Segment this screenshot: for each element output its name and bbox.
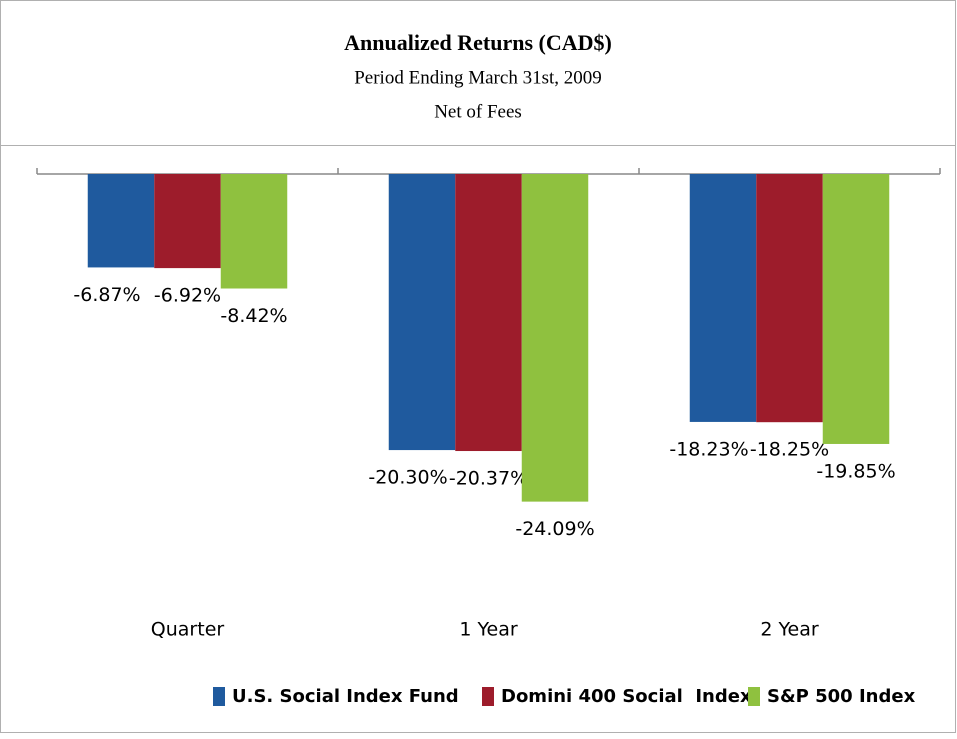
value-label: -18.25%	[750, 439, 829, 461]
value-label: -20.30%	[368, 467, 447, 489]
value-label: -6.92%	[154, 285, 221, 307]
title-box	[0, 0, 956, 146]
value-label: -19.85%	[816, 460, 895, 482]
x-tick-label: 2 Year	[760, 619, 819, 641]
legend-swatch	[482, 687, 494, 706]
chart-title: Annualized Returns (CAD$)	[344, 30, 612, 55]
legend-swatch	[213, 687, 225, 706]
x-tick-label: Quarter	[151, 619, 225, 641]
legend-label: Domini 400 Social Index	[501, 686, 752, 707]
bar	[822, 174, 890, 444]
bar	[756, 174, 823, 423]
bar	[154, 174, 221, 269]
chart-subtitle: Net of Fees	[434, 101, 522, 122]
bar	[689, 174, 757, 422]
value-label: -24.09%	[515, 518, 594, 540]
legend-label: U.S. Social Index Fund	[232, 686, 459, 707]
bar	[220, 174, 288, 289]
value-label: -20.37%	[449, 468, 528, 490]
x-tick-label: 1 Year	[459, 619, 518, 641]
bar	[87, 174, 155, 268]
value-label: -8.42%	[220, 305, 287, 327]
value-label: -18.23%	[669, 438, 748, 460]
chart-subtitle: Period Ending March 31st, 2009	[354, 67, 602, 88]
value-label: -6.87%	[73, 284, 140, 306]
bar	[388, 174, 456, 451]
bar	[521, 174, 589, 502]
bar	[455, 174, 522, 452]
legend-label: S&P 500 Index	[767, 686, 916, 707]
legend-swatch	[748, 687, 760, 706]
